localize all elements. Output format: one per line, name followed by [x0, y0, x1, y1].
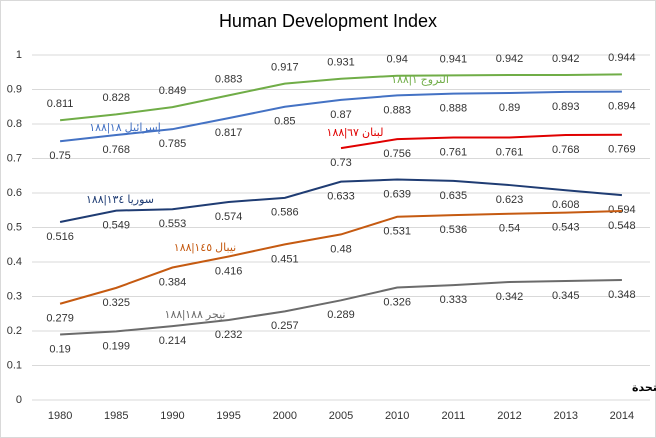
y-tick-label: 0 [16, 394, 22, 406]
data-label: 0.289 [327, 309, 355, 321]
data-label: 0.623 [496, 194, 524, 206]
x-tick-label: 2000 [273, 410, 297, 422]
data-label: 0.888 [440, 103, 468, 115]
data-label: 0.48 [330, 243, 351, 255]
data-label: 0.543 [552, 222, 580, 234]
x-tick-label: 2013 [553, 410, 577, 422]
data-label: 0.941 [440, 53, 468, 65]
data-label: 0.785 [159, 138, 187, 150]
data-label: 0.639 [383, 188, 411, 200]
x-tick-label: 1995 [216, 410, 240, 422]
series-name: نيجر ١٨٨|١٨٨ [165, 309, 226, 321]
data-label: 0.199 [103, 340, 131, 352]
x-tick-label: 1990 [160, 410, 184, 422]
series-name: نيبال ١٤٥|١٨٨ [174, 242, 236, 254]
y-tick-label: 0.7 [7, 152, 22, 164]
x-tick-label: 2005 [329, 410, 353, 422]
data-label: 0.342 [496, 291, 524, 303]
y-tick-label: 0.1 [7, 359, 22, 371]
data-label: 0.769 [608, 144, 636, 156]
data-label: 0.87 [330, 109, 351, 121]
data-label: 0.326 [383, 296, 411, 308]
data-label: 0.944 [608, 52, 636, 64]
data-label: 0.89 [499, 102, 520, 114]
data-label: 0.828 [103, 92, 131, 104]
data-label: 0.883 [383, 104, 411, 116]
y-tick-label: 0.2 [7, 325, 22, 337]
data-label: 0.586 [271, 207, 299, 219]
y-tick-label: 0.9 [7, 83, 22, 95]
data-label: 0.549 [103, 220, 131, 232]
data-label: 0.257 [271, 320, 299, 332]
data-label: 0.553 [159, 218, 187, 230]
data-label: 0.536 [440, 224, 468, 236]
data-label: 0.883 [215, 73, 243, 85]
data-label: 0.416 [215, 265, 243, 277]
series-line [59, 73, 622, 122]
data-label: 0.594 [608, 204, 636, 216]
data-label: 0.817 [215, 127, 243, 139]
data-label: 0.635 [440, 190, 468, 202]
series-name: سوريا ١٣٤|١٨٨ [86, 194, 154, 206]
data-label: 0.19 [49, 343, 70, 355]
x-tick-label: 1985 [104, 410, 128, 422]
data-label: 0.761 [496, 146, 524, 158]
series-line [59, 178, 622, 223]
series-name: لبنان ٦٧|١٨٨ [327, 127, 384, 139]
data-label: 0.608 [552, 199, 580, 211]
series-name: إسرائيل ١٨|١٨٨ [89, 122, 161, 134]
data-label: 0.345 [552, 290, 580, 302]
data-label: 0.917 [271, 62, 299, 74]
data-label: 0.548 [608, 220, 636, 232]
series-name: النروج ١|١٨٨ [391, 74, 449, 86]
x-tick-label: 2012 [497, 410, 521, 422]
data-label: 0.574 [215, 211, 243, 223]
y-tick-label: 0.8 [7, 118, 22, 130]
data-label: 0.942 [496, 53, 524, 65]
data-label: 0.232 [215, 329, 243, 341]
data-label: 0.75 [49, 150, 70, 162]
data-label: 0.849 [159, 85, 187, 97]
data-label: 0.516 [46, 231, 74, 243]
data-label: 0.893 [552, 101, 580, 113]
y-tick-label: 1 [16, 49, 22, 61]
data-label: 0.633 [327, 191, 355, 203]
data-label: 0.756 [383, 148, 411, 160]
y-tick-label: 0.4 [7, 256, 22, 268]
y-tick-label: 0.3 [7, 290, 22, 302]
series-line [60, 278, 622, 336]
data-label: 0.333 [440, 294, 468, 306]
data-label: 0.811 [47, 98, 74, 110]
data-label: 0.348 [608, 289, 636, 301]
data-label: 0.894 [608, 100, 636, 112]
data-label: 0.942 [552, 53, 580, 65]
chart-title: Human Development Index [219, 11, 437, 31]
series-line [340, 133, 622, 150]
data-label: 0.54 [499, 223, 520, 235]
y-tick-label: 0.5 [7, 221, 22, 233]
x-tick-label: 2011 [442, 410, 466, 422]
data-label: 0.931 [327, 57, 355, 69]
x-tick-label: 2014 [610, 410, 634, 422]
data-label: 0.761 [440, 146, 468, 158]
series-line [59, 209, 622, 305]
y-tick-label: 0.6 [7, 187, 22, 199]
data-label: 0.73 [330, 157, 351, 169]
series-line [59, 90, 622, 143]
data-label: 0.94 [386, 54, 407, 66]
data-label: 0.768 [103, 144, 131, 156]
x-tick-label: 2010 [385, 410, 409, 422]
data-label: 0.531 [383, 226, 411, 238]
data-label: 0.325 [103, 297, 131, 309]
data-label: 0.85 [274, 116, 295, 128]
data-label: 0.451 [271, 253, 299, 265]
x-tick-label: 1980 [48, 410, 72, 422]
data-label: 0.384 [159, 276, 187, 288]
data-label: 0.768 [552, 144, 580, 156]
data-label: 0.279 [46, 313, 74, 325]
data-label: 0.214 [159, 335, 187, 347]
source-note: بروفسور جاسم عجاقة | مصدر: الأمم المتحدة [632, 380, 656, 394]
